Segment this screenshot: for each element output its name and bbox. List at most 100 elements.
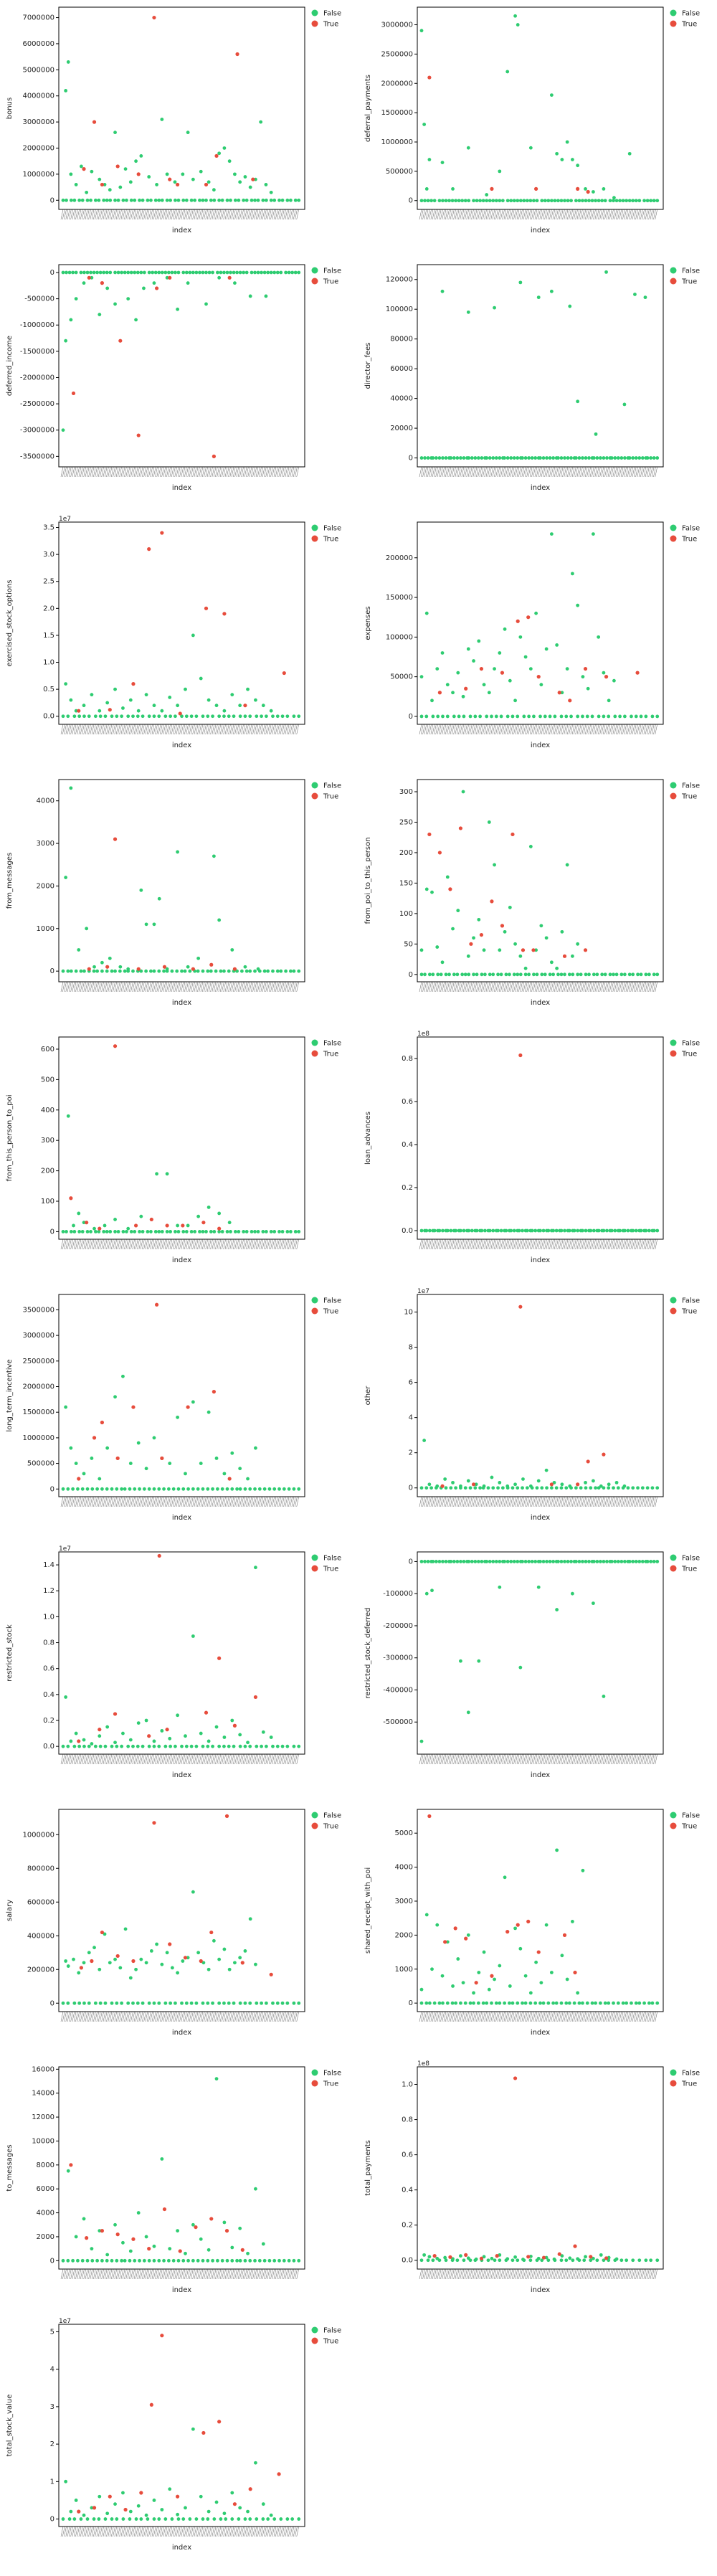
x-tick-label [502, 1753, 505, 1765]
x-tick-label [212, 209, 215, 220]
x-tick-label [495, 2268, 498, 2280]
data-point-false [225, 1487, 229, 1491]
data-point-false [232, 1744, 236, 1748]
x-tick-label [105, 724, 108, 735]
data-point-false [157, 270, 161, 275]
x-tick-label [174, 209, 177, 220]
x-tick-label [199, 981, 201, 993]
x-tick-label [101, 1239, 104, 1250]
data-point-false [631, 199, 635, 203]
x-tick-label [83, 1239, 86, 1250]
x-tick-label [427, 1239, 430, 1250]
x-tick-label [655, 981, 657, 993]
data-point-false [230, 948, 234, 952]
x-tick-label [528, 1753, 531, 1765]
data-point-false [466, 310, 470, 314]
data-point-false [462, 1228, 466, 1233]
x-tick-label [114, 981, 118, 993]
data-point-false [275, 969, 280, 973]
data-point-false [139, 969, 143, 973]
x-tick-label [244, 466, 247, 478]
x-tick-label [448, 2268, 452, 2280]
x-tick-label [581, 2011, 584, 2022]
x-tick-label [156, 1753, 159, 1765]
x-tick-label [90, 2268, 93, 2280]
x-tick-label [467, 1496, 471, 1507]
x-tick-label [515, 724, 518, 735]
x-tick-label [83, 2011, 86, 2022]
data-point-false [460, 199, 465, 203]
x-tick-label [634, 2011, 637, 2022]
x-tick-label [617, 981, 620, 993]
x-tick-label [85, 981, 88, 993]
x-tick-label [645, 1239, 648, 1250]
x-tick-label [655, 1239, 657, 1250]
data-point-false [627, 151, 632, 156]
x-tick-label [429, 981, 432, 993]
x-tick-label [283, 1753, 286, 1765]
x-tick-label [142, 2011, 145, 2022]
x-tick-label [609, 2268, 612, 2280]
data-point-false [435, 667, 440, 671]
data-point-false [264, 294, 268, 298]
data-point-false [546, 2001, 551, 2005]
data-point-false [456, 671, 460, 675]
x-tick-label [554, 2268, 557, 2280]
data-point-false [120, 1487, 124, 1491]
data-point-false [419, 972, 424, 977]
x-tick-label [561, 724, 564, 735]
data-point-false [184, 2251, 187, 2255]
x-tick-label [616, 724, 619, 735]
x-tick-label [93, 1496, 96, 1507]
x-tick-label [424, 724, 427, 735]
x-tick-label [549, 981, 552, 993]
data-point-false [447, 972, 451, 977]
x-tick-label [642, 466, 645, 478]
x-tick-label [278, 1753, 281, 1765]
x-tick-label [523, 1496, 526, 1507]
x-tick-label [136, 2268, 138, 2280]
data-point-false [74, 2499, 78, 2502]
x-tick-label [580, 2011, 583, 2022]
data-point-false [61, 969, 65, 973]
x-tick-label [627, 2011, 630, 2022]
x-tick-label [96, 981, 100, 993]
x-tick-label [476, 981, 479, 993]
x-tick-label [614, 2011, 617, 2022]
x-tick-label [478, 2268, 480, 2280]
data-point-false [128, 1738, 133, 1742]
data-point-false [174, 2001, 177, 2005]
x-tick-label [129, 1753, 132, 1765]
x-tick-label [458, 2011, 461, 2022]
x-tick-label [259, 1239, 262, 1250]
y-tick-label: 100 [41, 1198, 54, 1206]
x-tick-label [246, 2268, 249, 2280]
data-point-true [573, 1970, 577, 1975]
x-tick-label [512, 724, 515, 735]
y-tick-label: 0.6 [402, 2151, 413, 2159]
x-tick-label [65, 1496, 68, 1507]
x-tick-label [632, 2268, 635, 2280]
data-point-false [618, 714, 622, 719]
x-tick-label [453, 209, 456, 220]
x-tick-label [255, 1753, 259, 1765]
data-point-false [592, 972, 596, 977]
x-tick-label [473, 981, 476, 993]
data-point-true [178, 711, 182, 716]
data-point-false [184, 714, 189, 719]
x-tick-label [181, 1753, 184, 1765]
x-tick-label [453, 724, 456, 735]
data-point-false [616, 1486, 620, 1490]
x-tick-label [166, 981, 169, 993]
data-point-true [149, 2402, 153, 2407]
data-point-false [488, 1560, 492, 1563]
x-tick-label [199, 2268, 201, 2280]
x-tick-label [488, 724, 490, 735]
x-tick-label [148, 724, 151, 735]
x-tick-label [564, 209, 566, 220]
data-point-false [292, 1744, 296, 1748]
data-point-false [250, 198, 254, 202]
x-tick-label [145, 1753, 148, 1765]
x-tick-label [624, 1239, 627, 1250]
data-point-false [587, 199, 591, 203]
